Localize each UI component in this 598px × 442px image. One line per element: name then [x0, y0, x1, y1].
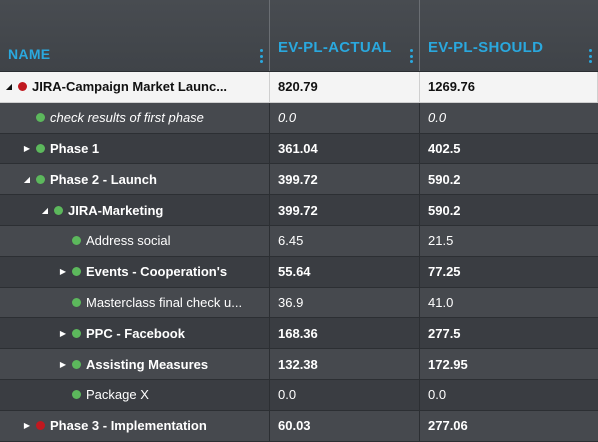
collapse-toggle-icon[interactable]: ◢ [23, 174, 31, 184]
ev-pl-actual-cell: 0.0 [270, 102, 420, 133]
table-row[interactable]: ▶ PPC - Facebook 168.36 277.5 [0, 318, 598, 350]
name-cell: ▶ Phase 3 - Implementation [0, 410, 270, 441]
name-cell: ◢ JIRA-Campaign Market Launc... [0, 72, 270, 102]
ev-pl-actual-cell: 6.45 [270, 225, 420, 256]
ev-pl-actual-cell: 132.38 [270, 349, 420, 379]
table-row[interactable]: ▶ Phase 1 361.04 402.5 [0, 133, 598, 165]
name-cell: Address social [0, 225, 270, 256]
grid-body: ◢ JIRA-Campaign Market Launc... 820.79 1269… [0, 72, 598, 442]
row-label: JIRA-Marketing [68, 202, 164, 218]
ev-pl-should-cell: 277.06 [428, 418, 468, 434]
name-cell: ▶ Phase 1 [0, 133, 270, 164]
ev-pl-actual-cell: 168.36 [270, 318, 420, 349]
table-row[interactable]: ◢ JIRA-Marketing 399.72 590.2 [0, 195, 598, 226]
name-cell: Package X [0, 379, 270, 410]
status-dot-icon [72, 359, 81, 369]
name-cell: Masterclass final check u... [0, 287, 270, 318]
ev-pl-should-cell: 0.0 [428, 387, 447, 403]
row-label: check results of first phase [50, 110, 204, 126]
column-menu-icon[interactable] [409, 49, 413, 63]
table-row[interactable]: ▶ Assisting Measures 132.38 172.95 [0, 349, 598, 380]
status-dot-icon [18, 82, 27, 92]
name-cell: check results of first phase [0, 102, 270, 133]
column-header-ev-pl-actual[interactable]: EV-PL-ACTUAL [270, 0, 420, 71]
status-dot-icon [36, 113, 45, 123]
table-row[interactable]: Masterclass final check u... 36.9 41.0 [0, 287, 598, 319]
status-dot-icon [72, 267, 81, 277]
status-dot-icon [72, 390, 81, 400]
ev-pl-actual-cell: 36.9 [270, 287, 420, 318]
column-menu-icon[interactable] [588, 49, 592, 63]
status-dot-icon [72, 297, 81, 307]
ev-pl-should-cell: 590.2 [428, 202, 461, 218]
status-dot-icon [36, 143, 45, 153]
column-header-label: NAME [8, 46, 51, 62]
status-dot-icon [72, 236, 81, 246]
status-dot-icon [72, 328, 81, 338]
collapse-toggle-icon[interactable]: ◢ [5, 82, 13, 92]
table-row[interactable]: ▶ Events - Cooperation's 55.64 77.25 [0, 256, 598, 288]
ev-pl-actual-cell: 820.79 [270, 72, 420, 102]
row-label: Masterclass final check u... [86, 294, 243, 310]
ev-pl-should-cell: 77.25 [428, 264, 461, 280]
table-row[interactable]: ▶ Phase 3 - Implementation 60.03 277.06 [0, 410, 598, 442]
ev-pl-actual-cell: 55.64 [270, 256, 420, 287]
expand-toggle-icon[interactable]: ▶ [59, 359, 67, 369]
table-row[interactable]: Package X 0.0 0.0 [0, 379, 598, 411]
column-menu-icon[interactable] [259, 49, 263, 63]
table-row[interactable]: Address social 6.45 21.5 [0, 225, 598, 257]
ev-pl-actual-cell: 60.03 [270, 410, 420, 441]
expand-toggle-icon[interactable]: ▶ [23, 421, 31, 431]
row-label: Address social [86, 233, 171, 249]
column-header-ev-pl-should[interactable]: EV-PL-SHOULD [420, 0, 598, 71]
row-label: Phase 2 - Launch [50, 171, 157, 187]
status-dot-icon [36, 174, 45, 184]
name-cell: ▶ PPC - Facebook [0, 318, 270, 349]
row-label: PPC - Facebook [86, 325, 185, 341]
name-cell: ▶ Events - Cooperation's [0, 256, 270, 287]
grid-header: NAME EV-PL-ACTUAL EV-PL-SHOULD [0, 0, 598, 72]
collapse-toggle-icon[interactable]: ◢ [41, 205, 49, 215]
ev-pl-should-cell: 172.95 [428, 356, 468, 372]
column-header-label: EV-PL-SHOULD [428, 39, 544, 56]
row-label: Assisting Measures [86, 356, 209, 372]
column-header-name[interactable]: NAME [0, 0, 270, 71]
row-label: Phase 3 - Implementation [50, 418, 207, 434]
name-cell: ◢ JIRA-Marketing [0, 195, 270, 225]
row-label: Events - Cooperation's [86, 264, 228, 280]
column-header-label: EV-PL-ACTUAL [278, 39, 392, 56]
table-row[interactable]: ◢ JIRA-Campaign Market Launc... 820.79 1269… [0, 72, 598, 103]
expand-toggle-icon[interactable]: ▶ [23, 143, 31, 153]
ev-pl-should-cell: 1269.76 [420, 72, 598, 102]
ev-pl-should-cell: 21.5 [428, 233, 454, 249]
ev-pl-should-cell: 402.5 [428, 140, 461, 156]
ev-pl-actual-cell: 399.72 [270, 164, 420, 195]
ev-pl-actual-cell: 361.04 [270, 133, 420, 164]
expand-toggle-icon[interactable]: ▶ [59, 328, 67, 338]
ev-pl-should-cell: 41.0 [428, 294, 454, 310]
expand-toggle-icon[interactable]: ▶ [59, 267, 67, 277]
ev-pl-should-cell: 0.0 [428, 110, 447, 126]
status-dot-icon [36, 421, 45, 431]
name-cell: ▶ Assisting Measures [0, 349, 270, 379]
ev-pl-should-cell: 590.2 [428, 171, 461, 187]
row-label: JIRA-Campaign Market Launc... [32, 79, 228, 95]
ev-pl-should-cell: 277.5 [428, 325, 461, 341]
row-label: Package X [86, 387, 149, 403]
status-dot-icon [54, 205, 63, 215]
table-row[interactable]: check results of first phase 0.0 0.0 [0, 102, 598, 134]
ev-pl-actual-cell: 0.0 [270, 379, 420, 410]
name-cell: ◢ Phase 2 - Launch [0, 164, 270, 195]
table-row[interactable]: ◢ Phase 2 - Launch 399.72 590.2 [0, 164, 598, 196]
row-label: Phase 1 [50, 140, 100, 156]
ev-pl-actual-cell: 399.72 [270, 195, 420, 225]
